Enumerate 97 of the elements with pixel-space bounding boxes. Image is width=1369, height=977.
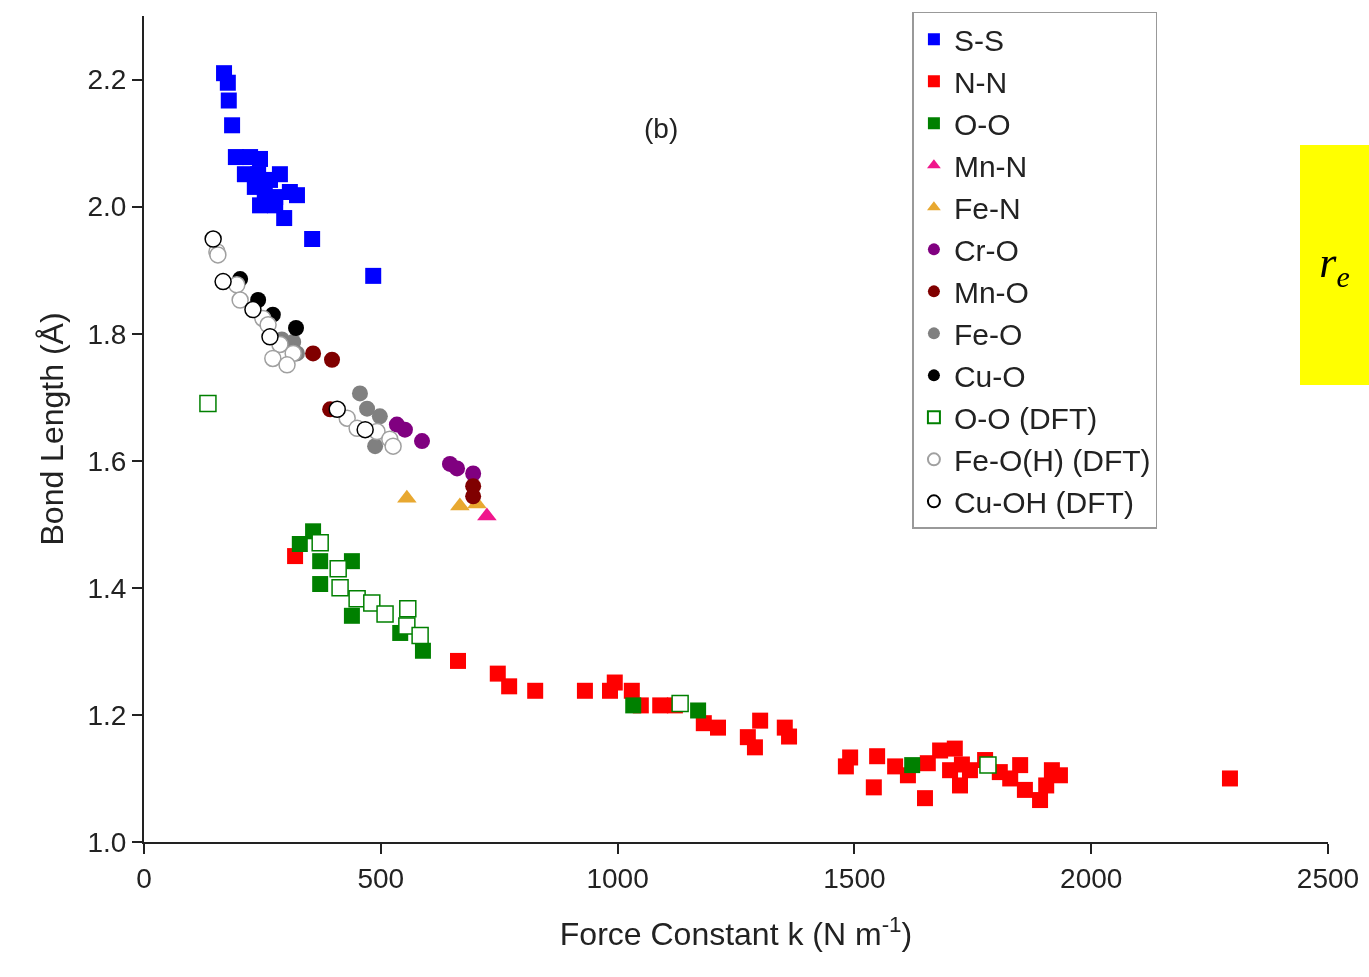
x-tick-label: 0 [136,862,152,894]
point [356,420,374,439]
y-axis-title: Bond Length (Å) [34,312,71,546]
point [278,356,296,374]
y-tick-label: 1.2 [87,699,127,731]
point [527,682,544,699]
x-tick-label: 500 [357,862,405,894]
annotation: (b) [644,113,679,144]
point [625,697,642,714]
legend-label: Mn-N [953,150,1028,184]
point [450,652,466,669]
point [288,319,305,336]
point [946,740,963,757]
x-tick-label: 1000 [586,862,649,894]
point [271,166,288,183]
point [449,460,466,477]
point [952,777,969,794]
point [652,697,669,714]
point [932,742,949,759]
point [576,682,593,699]
point [384,437,402,455]
y-tick-label: 2.0 [87,191,127,223]
point [1012,757,1029,774]
point [252,150,269,167]
legend-label: Fe-O(H) (DFT) [953,444,1151,478]
point [261,328,279,346]
point [367,438,384,455]
point [252,197,269,214]
legend-label: N-N [953,66,1008,100]
point [842,749,859,766]
point [276,210,293,227]
point [324,351,341,368]
legend-label: Fe-N [953,192,1021,226]
point [606,674,623,691]
x-tick-label: 2000 [1060,862,1123,894]
x-tick-label: 2500 [1296,862,1360,894]
x-tick-label: 1500 [823,862,886,894]
point [414,433,430,450]
point [690,702,707,719]
point [288,187,305,204]
point [916,790,933,807]
point [919,755,936,772]
legend-label: Cr-O [953,234,1019,268]
note-panel: r$_{e}$ [1300,145,1369,385]
point [752,712,769,729]
point [414,642,431,659]
point [396,421,413,438]
point [351,385,368,402]
y-tick-label: 1.0 [87,826,127,858]
legend-label: Cu-OH (DFT) [953,486,1134,520]
legend-label: Cu-O [953,360,1026,394]
legend-label: S-S [953,24,1004,58]
point [204,230,222,248]
point [305,345,322,362]
point [671,694,689,713]
legend-label: Fe-O [953,318,1023,352]
point [220,92,237,109]
legend-label: Mn-O [953,276,1029,310]
annotation: r$_{e}$ [1319,236,1350,294]
point [746,739,763,756]
legend-label: O-O [953,108,1011,142]
y-tick-label: 1.6 [87,445,127,477]
point [343,607,360,624]
point [904,757,921,774]
point [450,497,470,511]
point [887,758,904,775]
point [244,300,262,319]
legend-label: O-O (DFT) [953,402,1098,436]
point [781,728,798,745]
y-tick-label: 2.2 [87,64,127,96]
point [224,117,241,134]
point [291,536,308,552]
point [489,665,506,682]
point [199,394,217,413]
point [961,762,978,779]
point [304,231,321,248]
point [1032,792,1049,809]
point [1221,770,1238,787]
point [710,719,726,736]
point [312,576,329,593]
point [219,74,236,91]
x-axis-title: Force Constant k (N m$^{-1}$) [559,911,913,952]
point [1016,781,1033,798]
point [359,400,376,417]
point [328,400,346,419]
point [1002,770,1019,787]
point [214,272,232,291]
point [501,678,518,695]
y-tick-label: 1.4 [87,572,127,604]
point [365,267,382,284]
point [869,748,886,765]
point [979,756,997,774]
point [865,779,882,796]
y-tick-label: 1.8 [87,318,127,350]
point [312,553,329,570]
point [371,408,388,425]
point [1038,777,1055,794]
